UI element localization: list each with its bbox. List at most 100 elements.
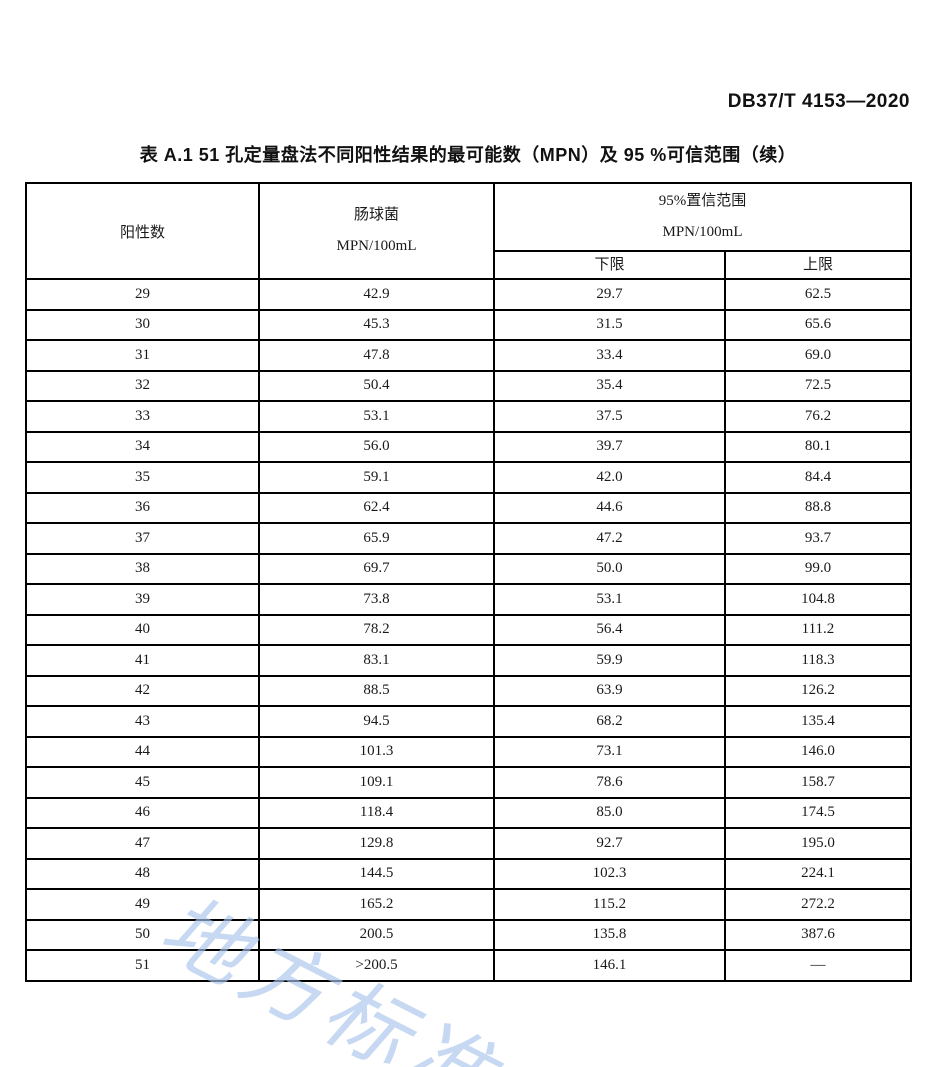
header-positive-count: 阳性数: [25, 182, 260, 280]
header-upper-limit: 上限: [724, 250, 912, 280]
table-cell: 195.0: [724, 827, 912, 860]
table-cell: 50: [25, 918, 260, 951]
table-cell: 42.9: [258, 278, 495, 311]
table-cell: 45.3: [258, 308, 495, 341]
table-cell: 50.4: [258, 369, 495, 402]
table-cell: 51: [25, 949, 260, 982]
table-row: 39 73.8 53.1 104.8: [25, 583, 912, 616]
header-enterococcus-name: 肠球菌: [353, 207, 399, 223]
table-cell: 73.1: [493, 735, 726, 768]
table-row: 48 144.5 102.3 224.1: [25, 857, 912, 890]
table-cell: 42.0: [493, 461, 726, 494]
table-cell: 43: [25, 705, 260, 738]
table-cell: 50.0: [493, 552, 726, 585]
table-cell: 31.5: [493, 308, 726, 341]
table-cell: 45: [25, 766, 260, 799]
table-row: 37 65.9 47.2 93.7: [25, 522, 912, 555]
table-body: 29 42.9 29.7 62.5 30 45.3 31.5 65.6 31 47.8 33.4 69…: [25, 278, 912, 982]
table-cell: 62.4: [258, 491, 495, 524]
table-row: 45 109.1 78.6 158.7: [25, 766, 912, 799]
table-cell: 88.5: [258, 674, 495, 707]
table-cell: 135.4: [724, 705, 912, 738]
table-cell: 39.7: [493, 430, 726, 463]
table-cell: 65.6: [724, 308, 912, 341]
table-cell: 30: [25, 308, 260, 341]
header-confidence-range-unit: MPN/100mL: [662, 224, 743, 240]
table-cell: 146.0: [724, 735, 912, 768]
table-cell: 56.0: [258, 430, 495, 463]
table-row: 32 50.4 35.4 72.5: [25, 369, 912, 402]
header-confidence-range-title: 95%置信范围: [658, 193, 747, 209]
table-cell: 47.2: [493, 522, 726, 555]
table-cell: 31: [25, 339, 260, 372]
table-cell: 35: [25, 461, 260, 494]
header-enterococcus: 肠球菌 MPN/100mL: [258, 182, 495, 280]
table-cell: 47.8: [258, 339, 495, 372]
table-cell: 62.5: [724, 278, 912, 311]
mpn-table: 阳性数 肠球菌 MPN/100mL 95%置信范围 MPN/100mL 下限 上…: [25, 182, 912, 982]
standard-number: DB37/T 4153—2020: [727, 91, 910, 112]
table-cell: 65.9: [258, 522, 495, 555]
table-cell: 39: [25, 583, 260, 616]
table-row: 30 45.3 31.5 65.6: [25, 308, 912, 341]
table-cell: 165.2: [258, 888, 495, 921]
table-cell: 33.4: [493, 339, 726, 372]
table-cell: 93.7: [724, 522, 912, 555]
table-cell: 69.0: [724, 339, 912, 372]
table-cell: 29.7: [493, 278, 726, 311]
table-row: 34 56.0 39.7 80.1: [25, 430, 912, 463]
table-cell: 224.1: [724, 857, 912, 890]
table-cell: 63.9: [493, 674, 726, 707]
table-cell: 56.4: [493, 613, 726, 646]
table-row: 36 62.4 44.6 88.8: [25, 491, 912, 524]
table-cell: 37.5: [493, 400, 726, 433]
table-row: 40 78.2 56.4 111.2: [25, 613, 912, 646]
table-cell: 41: [25, 644, 260, 677]
table-cell: 80.1: [724, 430, 912, 463]
table-cell: 88.8: [724, 491, 912, 524]
table-row: 49 165.2 115.2 272.2: [25, 888, 912, 921]
table-row: 44 101.3 73.1 146.0: [25, 735, 912, 768]
table-cell: 44: [25, 735, 260, 768]
table-row: 31 47.8 33.4 69.0: [25, 339, 912, 372]
table-cell: 53.1: [493, 583, 726, 616]
table-cell: 47: [25, 827, 260, 860]
table-cell: >200.5: [258, 949, 495, 982]
table-cell: 59.9: [493, 644, 726, 677]
header-enterococcus-unit: MPN/100mL: [336, 238, 417, 254]
table-row: 42 88.5 63.9 126.2: [25, 674, 912, 707]
table-row: 38 69.7 50.0 99.0: [25, 552, 912, 585]
table-cell: 104.8: [724, 583, 912, 616]
table-cell: 146.1: [493, 949, 726, 982]
table-cell: 69.7: [258, 552, 495, 585]
table-cell: 33: [25, 400, 260, 433]
table-row: 41 83.1 59.9 118.3: [25, 644, 912, 677]
table-cell: 76.2: [724, 400, 912, 433]
table-cell: 78.6: [493, 766, 726, 799]
table-cell: 83.1: [258, 644, 495, 677]
table-cell: 115.2: [493, 888, 726, 921]
table-cell: 158.7: [724, 766, 912, 799]
table-cell: 272.2: [724, 888, 912, 921]
table-cell: 92.7: [493, 827, 726, 860]
table-cell: 387.6: [724, 918, 912, 951]
table-cell: 59.1: [258, 461, 495, 494]
table-row: 29 42.9 29.7 62.5: [25, 278, 912, 311]
table-cell: 84.4: [724, 461, 912, 494]
table-cell: 118.3: [724, 644, 912, 677]
table-cell: 126.2: [724, 674, 912, 707]
table-cell: 109.1: [258, 766, 495, 799]
table-cell: 111.2: [724, 613, 912, 646]
table-cell: 35.4: [493, 369, 726, 402]
table-cell: 129.8: [258, 827, 495, 860]
table-row: 46 118.4 85.0 174.5: [25, 796, 912, 829]
table-cell: 174.5: [724, 796, 912, 829]
table-row: 50 200.5 135.8 387.6: [25, 918, 912, 951]
table-cell: 42: [25, 674, 260, 707]
table-cell: 46: [25, 796, 260, 829]
table-cell: 44.6: [493, 491, 726, 524]
table-cell: 144.5: [258, 857, 495, 890]
table-row: 43 94.5 68.2 135.4: [25, 705, 912, 738]
table-cell: 118.4: [258, 796, 495, 829]
table-cell: 36: [25, 491, 260, 524]
